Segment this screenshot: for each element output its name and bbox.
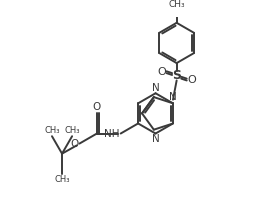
- Text: N: N: [169, 92, 177, 103]
- Text: N: N: [152, 83, 159, 93]
- Text: CH₃: CH₃: [44, 126, 60, 135]
- Text: S: S: [172, 69, 181, 82]
- Text: O: O: [93, 103, 101, 112]
- Text: N: N: [152, 134, 159, 143]
- Text: CH₃: CH₃: [54, 175, 70, 184]
- Text: NH: NH: [104, 128, 120, 139]
- Text: CH₃: CH₃: [64, 126, 80, 135]
- Text: O: O: [70, 139, 79, 148]
- Text: CH₃: CH₃: [168, 0, 185, 9]
- Text: O: O: [158, 67, 166, 77]
- Text: O: O: [187, 75, 196, 84]
